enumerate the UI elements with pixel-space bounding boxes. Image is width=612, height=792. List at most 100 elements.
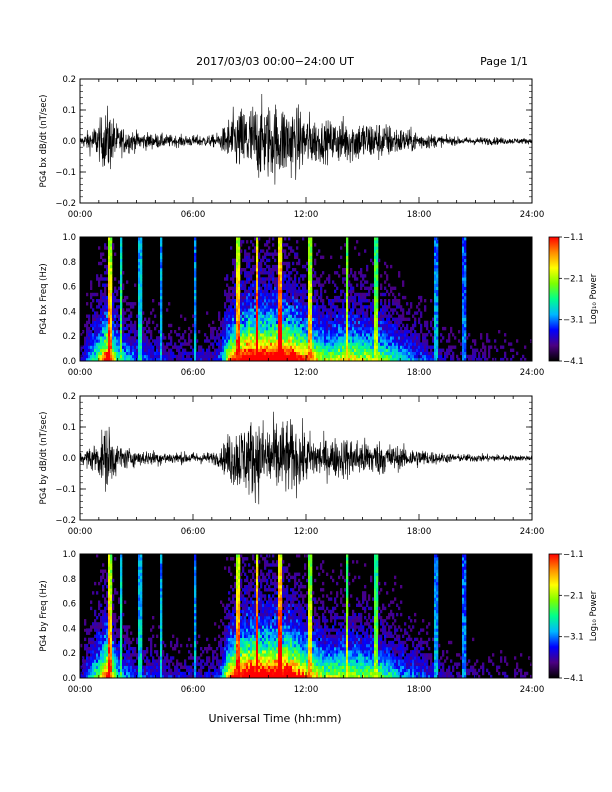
spectrogram-cell [262, 351, 265, 356]
spectrogram-cell [418, 333, 421, 337]
spectrogram-cell [324, 308, 327, 312]
spectrogram-cell [416, 351, 419, 356]
spectrogram-cell [332, 314, 335, 318]
spectrogram-cell [430, 348, 433, 352]
spectrogram-cell [108, 292, 111, 297]
spectrogram-cell [282, 351, 285, 356]
spectrogram-cell [316, 292, 319, 297]
spectrogram-cell [446, 348, 449, 352]
spectrogram-cell [194, 243, 197, 247]
spectrogram-cell [142, 357, 145, 362]
spectrogram-cell [260, 317, 263, 321]
spectrogram-cell [286, 283, 289, 287]
spectrogram-cell [344, 336, 347, 340]
spectrogram-cell [140, 600, 143, 604]
spectrogram-cell [164, 336, 167, 340]
spectrogram-cell [82, 351, 85, 356]
spectrogram-cell [352, 342, 355, 346]
spectrogram-cell [284, 302, 287, 306]
spectrogram-cell [158, 302, 161, 306]
spectrogram-cell [352, 357, 355, 362]
spectrogram-cell [94, 581, 97, 586]
spectrogram-cell [284, 354, 287, 359]
spectrogram-cell [224, 317, 227, 321]
spectrogram-cell [372, 348, 375, 352]
spectrogram-cell [112, 354, 115, 359]
spectrogram-cell [244, 330, 247, 334]
spectrogram-cell [252, 286, 255, 290]
spectrogram-cell [270, 351, 273, 356]
spectrogram-cell [100, 277, 103, 281]
spectrogram-cell [90, 339, 93, 343]
spectrogram-cell [246, 326, 249, 331]
spectrogram-cell [126, 354, 129, 359]
spectrogram-cell [180, 354, 183, 359]
spectrogram-cell [346, 314, 349, 318]
spectrogram-cell [464, 255, 467, 259]
spectrogram-cell [184, 339, 187, 343]
spectrogram-cell [108, 578, 111, 583]
spectrogram-cell [140, 357, 143, 362]
spectrogram-cell [272, 255, 275, 259]
spectrogram-cell [124, 665, 127, 669]
spectrogram-cell [462, 240, 465, 244]
spectrogram-cell [240, 305, 243, 309]
spectrogram-cell [254, 237, 257, 241]
spectrogram-cell [236, 305, 239, 309]
spectrogram-cell [324, 320, 327, 325]
spectrogram-cell [462, 305, 465, 309]
spectrogram-cell [288, 286, 291, 290]
spectrogram-cell [394, 345, 397, 349]
spectrogram-cell [156, 339, 159, 343]
spectrogram-cell [118, 345, 121, 349]
spectrogram-cell [274, 249, 277, 253]
spectrogram-cell [288, 299, 291, 303]
spectrogram-cell [246, 280, 249, 284]
spectrogram-cell [308, 311, 311, 315]
spectrogram-cell [394, 320, 397, 325]
spectrogram-cell [302, 320, 305, 325]
spectrogram-cell [294, 295, 297, 300]
spectrogram-cell [422, 357, 425, 362]
spectrogram-cell [160, 252, 163, 256]
spectrogram-cell [352, 302, 355, 306]
spectrogram-cell [170, 357, 173, 362]
spectrogram-cell [140, 622, 143, 626]
spectrogram-cell [288, 295, 291, 300]
spectrogram-cell [110, 268, 113, 272]
spectrogram-cell [292, 357, 295, 362]
spectrogram-cell [254, 249, 257, 253]
spectrogram-cell [130, 302, 133, 306]
spectrogram-cell [158, 330, 161, 334]
spectrogram-cell [140, 628, 143, 632]
spectrogram-cell [520, 357, 523, 362]
spectrogram-cell [250, 351, 253, 356]
spectrogram-cell [264, 305, 267, 309]
spectrogram-cell [322, 345, 325, 349]
spectrogram-cell [290, 351, 293, 356]
spectrogram-cell [80, 674, 83, 679]
spectrogram-cell [310, 317, 313, 321]
spectrogram-cell [288, 264, 291, 269]
spectrogram-cell [360, 268, 363, 272]
spectrogram-cell [284, 274, 287, 278]
spectrogram-cell [206, 311, 209, 315]
spectrogram-cell [378, 314, 381, 318]
spectrogram-cell [84, 354, 87, 359]
spectrogram-cell [306, 323, 309, 328]
spectrogram-cell [342, 305, 345, 309]
spectrogram-cell [282, 280, 285, 284]
spectrogram-cell [416, 311, 419, 315]
spectrogram-cell [296, 302, 299, 306]
spectrogram-cell [352, 339, 355, 343]
spectrogram-cell [362, 339, 365, 343]
spectrogram-cell [322, 314, 325, 318]
spectrogram-cell [116, 326, 119, 331]
spectrogram-cell [250, 314, 253, 318]
spectrogram-cell [268, 351, 271, 356]
spectrogram-cell [120, 308, 123, 312]
spectrogram-cell [280, 345, 283, 349]
spectrogram-cell [346, 237, 349, 241]
spectrogram-cell [118, 342, 121, 346]
spectrogram-cell [160, 289, 163, 294]
